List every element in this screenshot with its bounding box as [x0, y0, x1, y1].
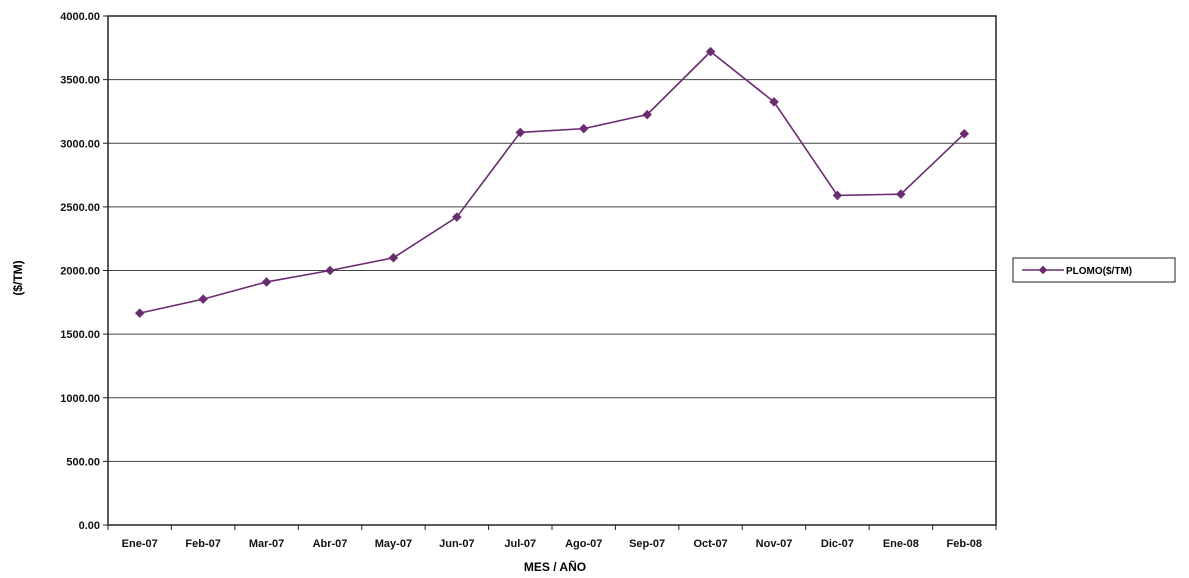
series-line: [140, 52, 965, 313]
y-tick-label: 4000.00: [60, 11, 100, 23]
x-tick-label: Abr-07: [313, 538, 348, 550]
y-axis-ticks: 0.00 500.00 1000.00 1500.00 2000.00 2500.00 30…: [60, 11, 108, 532]
x-tick-label: Jul-07: [504, 538, 536, 550]
x-tick-label: Nov-07: [756, 538, 793, 550]
data-point: [580, 124, 588, 132]
data-point: [136, 309, 144, 317]
x-tick-label: May-07: [375, 538, 412, 550]
y-tick-label: 500.00: [66, 456, 100, 468]
x-tick-label: Jun-07: [439, 538, 474, 550]
y-tick-label: 2000.00: [60, 266, 100, 278]
y-tick-label: 0.00: [79, 520, 100, 532]
data-point: [389, 254, 397, 262]
series-layer: [136, 47, 969, 317]
legend: PLOMO($/TM): [1013, 258, 1175, 282]
y-axis-title: ($/TM): [11, 260, 25, 295]
legend-entry-plomo: PLOMO($/TM): [1066, 266, 1132, 277]
x-axis-ticks: Ene-07 Feb-07 Mar-07 Abr-07 May-07 Jun-07 Jul-…: [108, 525, 996, 550]
x-tick-label: Feb-08: [947, 538, 982, 550]
x-tick-label: Sep-07: [629, 538, 665, 550]
x-tick-label: Mar-07: [249, 538, 284, 550]
x-tick-label: Oct-07: [693, 538, 727, 550]
x-axis-title: MES / AÑO: [524, 559, 586, 574]
y-tick-label: 1500.00: [60, 329, 100, 341]
y-tick-label: 3000.00: [60, 138, 100, 150]
gridlines: [108, 80, 996, 462]
data-point: [262, 278, 270, 286]
y-tick-label: 2500.00: [60, 202, 100, 214]
x-tick-label: Ene-08: [883, 538, 919, 550]
y-tick-label: 3500.00: [60, 75, 100, 87]
x-tick-label: Feb-07: [185, 538, 220, 550]
data-point: [326, 266, 334, 274]
x-tick-label: Dic-07: [821, 538, 854, 550]
y-tick-label: 1000.00: [60, 393, 100, 405]
data-point: [199, 295, 207, 303]
x-tick-label: Ene-07: [122, 538, 158, 550]
x-tick-label: Ago-07: [565, 538, 602, 550]
